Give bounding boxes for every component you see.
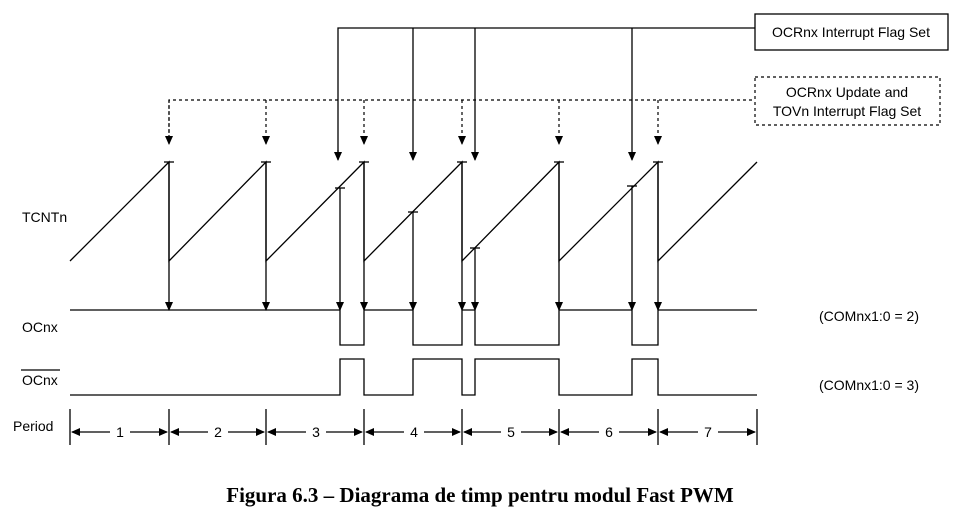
interrupt-flag-box [754, 13, 949, 51]
ocnx-inverted-label: OCnx [22, 372, 58, 388]
period-number: 5 [507, 424, 515, 440]
period-label: Period [13, 418, 53, 434]
ocnx-label: OCnx [22, 319, 58, 335]
ocnx-inverted-waveform [70, 358, 757, 396]
ocnx-waveform [70, 309, 757, 346]
update-tov-label-line1: OCRnx Update and [786, 84, 908, 100]
com3-label: (COMnx1:0 = 3) [819, 377, 919, 393]
interrupt-flag-label: OCRnx Interrupt Flag Set [772, 24, 930, 40]
com2-label: (COMnx1:0 = 2) [819, 308, 919, 324]
period-ruler [69, 409, 758, 445]
period-number: 4 [410, 424, 418, 440]
tcnt-label: TCNTn [22, 209, 67, 225]
interrupt-flag-bus [337, 27, 755, 159]
period-number: 2 [214, 424, 222, 440]
update-tov-box [754, 76, 941, 126]
period-number: 3 [312, 424, 320, 440]
compare-ticks [335, 185, 637, 249]
figure-caption: Figura 6.3 – Diagrama de timp pentru mod… [226, 483, 734, 507]
update-tov-label-line2: TOVn Interrupt Flag Set [773, 103, 921, 119]
period-number: 7 [704, 424, 712, 440]
period-number: 6 [605, 424, 613, 440]
period-number: 1 [116, 424, 124, 440]
